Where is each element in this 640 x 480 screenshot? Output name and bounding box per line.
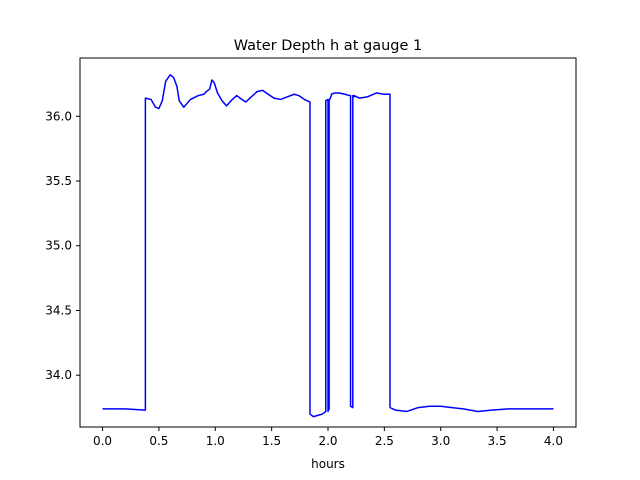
x-tick-label: 0.0: [93, 434, 112, 448]
y-tick-label: 34.5: [45, 303, 72, 317]
y-tick-label: 34.0: [45, 368, 72, 382]
x-axis-label: hours: [311, 457, 345, 471]
x-tick-label: 3.0: [431, 434, 450, 448]
x-tick-label: 3.5: [488, 434, 507, 448]
x-tick-label: 2.5: [375, 434, 394, 448]
y-tick-label: 35.5: [45, 174, 72, 188]
plot-area: 0.0 0.5 1.0 1.5 2.0 2.5 3.0 3.5 4.0 34.0 34.5 35.0 3…: [45, 57, 577, 448]
chart-title: Water Depth h at gauge 1: [234, 38, 422, 54]
x-tick-label: 4.0: [544, 434, 563, 448]
x-tick-label: 1.5: [262, 434, 281, 448]
series-line-0: [102, 74, 554, 418]
x-tick-label: 2.0: [318, 434, 337, 448]
y-tick-label: 35.0: [45, 239, 72, 253]
x-tick-label: 1.0: [206, 434, 225, 448]
y-tick-label: 36.0: [45, 109, 72, 123]
x-tick-label: 0.5: [149, 434, 168, 448]
